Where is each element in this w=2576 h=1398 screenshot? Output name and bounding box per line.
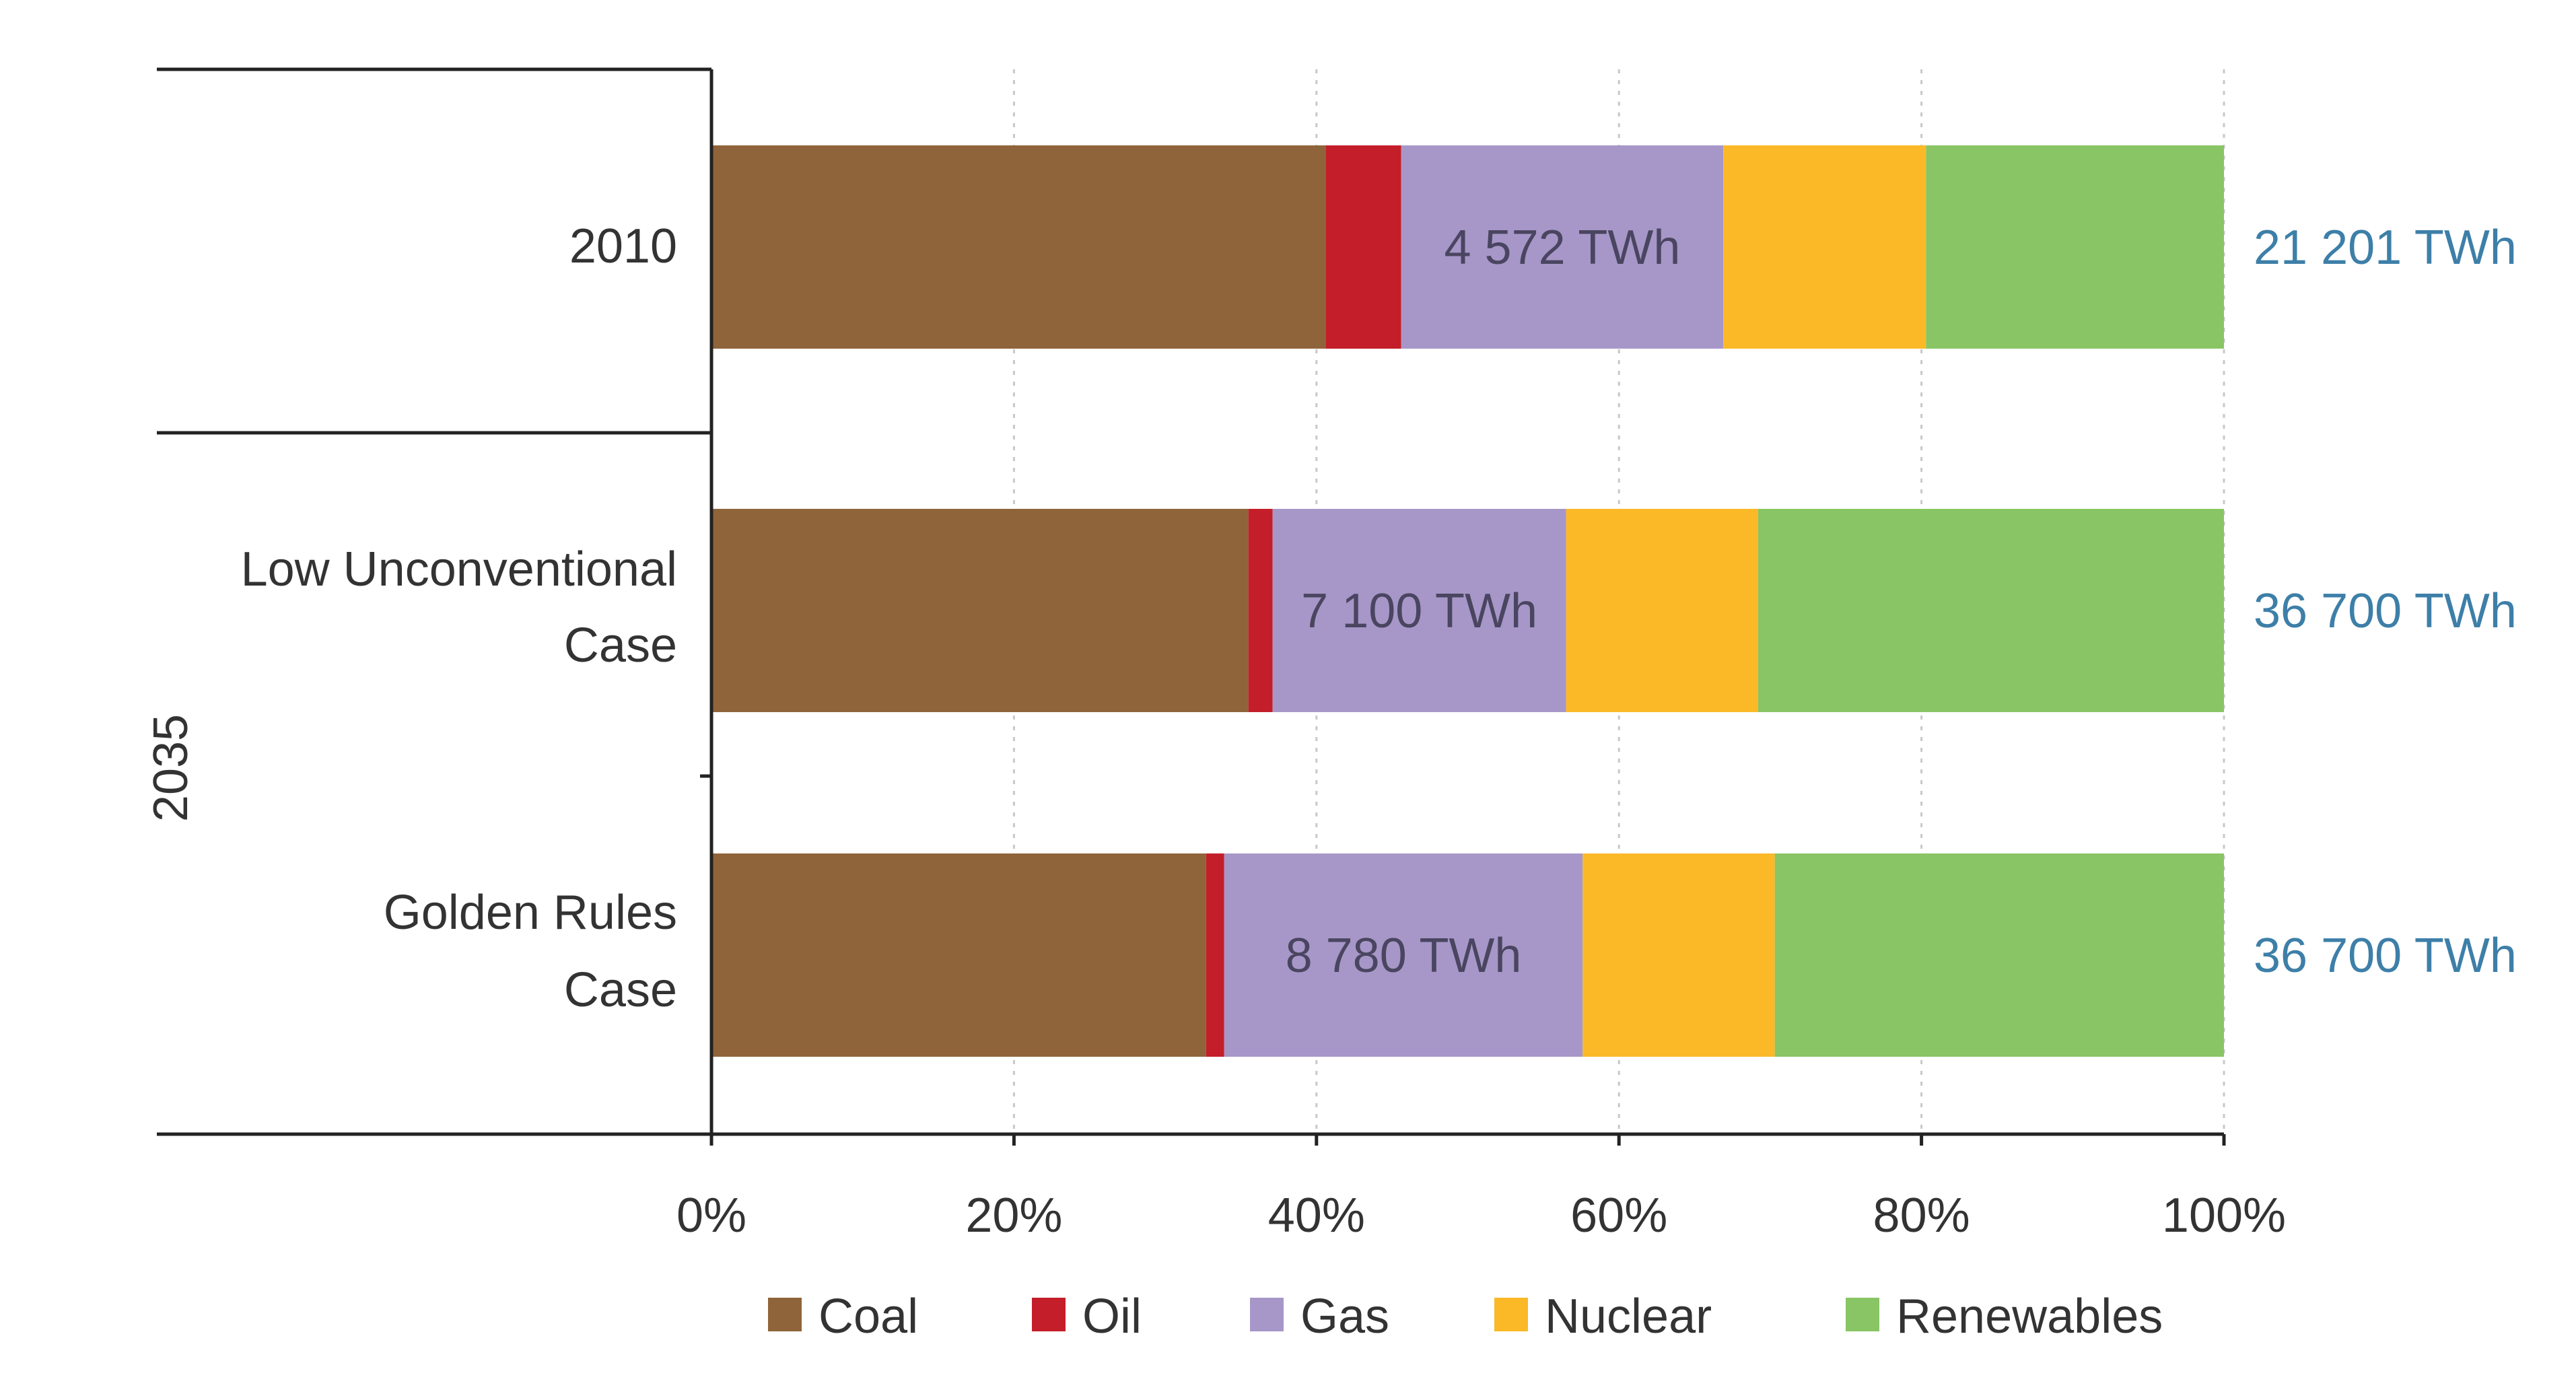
legend-swatch-gas: [1250, 1298, 1284, 1331]
total-label: 36 700 TWh: [2254, 929, 2517, 983]
legend-swatch-renewables: [1846, 1298, 1879, 1331]
bar-segment-oil: [1206, 853, 1224, 1057]
group-label-2035: 2035: [144, 714, 198, 822]
x-tick-label: 0%: [676, 1189, 746, 1243]
category-label: 2010: [569, 219, 677, 273]
bar-segment-nuclear: [1566, 509, 1758, 712]
legend-label: Renewables: [1896, 1290, 2163, 1343]
x-tick-label: 20%: [965, 1189, 1062, 1243]
total-label: 36 700 TWh: [2254, 584, 2517, 638]
legend-swatch-coal: [768, 1298, 802, 1331]
axes: [157, 67, 2224, 1144]
total-label: 21 201 TWh: [2254, 221, 2517, 275]
bars: 4 572 TWh 21 201 TWh 7 100 TWh 36 700 TWh 8 …: [711, 145, 2517, 1057]
legend-label: Gas: [1300, 1290, 1389, 1343]
bar-segment-oil: [1325, 145, 1401, 349]
legend-label: Nuclear: [1545, 1290, 1712, 1343]
bar-segment-gas: [1224, 853, 1583, 1057]
x-tick-label: 40%: [1268, 1189, 1365, 1243]
gas-value-label: 7 100 TWh: [1301, 584, 1537, 638]
legend-swatch-nuclear: [1494, 1298, 1528, 1331]
legend-label: Coal: [819, 1290, 918, 1343]
bar-segment-nuclear: [1582, 853, 1775, 1057]
bar-segment-oil: [1248, 509, 1273, 712]
legend: Coal Oil Gas Nuclear Renewables: [768, 1290, 2163, 1343]
category-label: Case: [564, 963, 677, 1017]
x-tick-label: 100%: [2162, 1189, 2286, 1243]
category-labels: 2010 Low Unconventional Case Golden Rules Ca…: [241, 219, 677, 1017]
bar-segment-nuclear: [1723, 145, 1926, 349]
x-tick-label: 80%: [1873, 1189, 1970, 1243]
bar-segment-coal: [711, 145, 1326, 349]
legend-swatch-oil: [1032, 1298, 1066, 1331]
bar-segment-gas: [1401, 145, 1724, 349]
bar-segment-gas: [1272, 509, 1566, 712]
category-label: Low Unconventional: [241, 543, 677, 596]
category-label: Golden Rules: [384, 886, 677, 940]
bar-segment-coal: [711, 853, 1206, 1057]
category-label: Case: [564, 619, 677, 672]
gas-value-label: 4 572 TWh: [1444, 221, 1681, 275]
legend-label: Oil: [1082, 1290, 1142, 1343]
bar-segment-renewables: [1757, 509, 2224, 712]
x-tick-label: 60%: [1570, 1189, 1667, 1243]
bar-segment-coal: [711, 509, 1249, 712]
bar-segment-renewables: [1926, 145, 2224, 349]
bar-segment-renewables: [1774, 853, 2224, 1057]
gas-value-label: 8 780 TWh: [1286, 929, 1522, 983]
x-tick-labels: 0% 20% 40% 60% 80% 100%: [676, 1189, 2286, 1243]
